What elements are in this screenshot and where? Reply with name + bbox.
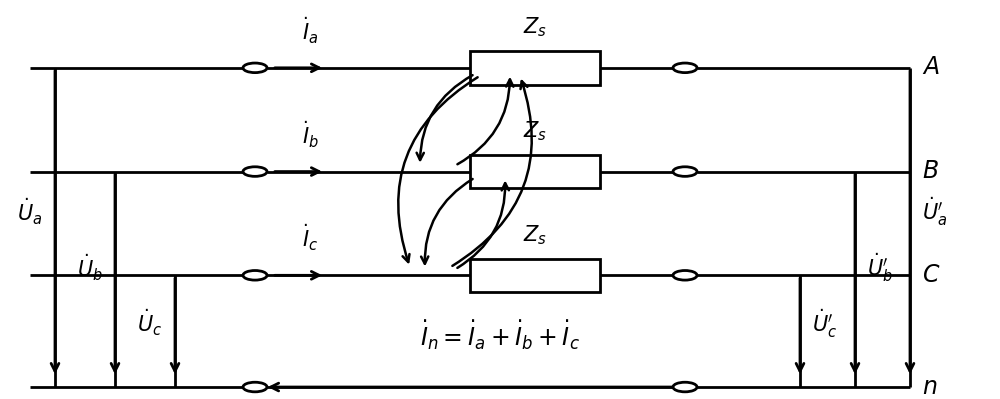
Text: $Z_s$: $Z_s$ xyxy=(523,16,547,39)
Text: $\dot{U}_b'$: $\dot{U}_b'$ xyxy=(867,251,893,284)
Bar xyxy=(470,51,600,85)
Text: $\dot{U}_c'$: $\dot{U}_c'$ xyxy=(812,307,838,340)
Text: $\dot{U}_a'$: $\dot{U}_a'$ xyxy=(922,195,948,228)
Text: $\dot{I}_c$: $\dot{I}_c$ xyxy=(302,223,318,253)
Text: $Z_s$: $Z_s$ xyxy=(523,119,547,143)
Text: $\dot{U}_a$: $\dot{U}_a$ xyxy=(17,196,43,227)
Text: $\dot{I}_b$: $\dot{I}_b$ xyxy=(302,119,318,150)
Text: $\dot{U}_b$: $\dot{U}_b$ xyxy=(77,252,103,282)
Text: $\dot{U}_c$: $\dot{U}_c$ xyxy=(137,308,163,338)
Text: $A$: $A$ xyxy=(922,56,940,79)
Text: $n$: $n$ xyxy=(922,375,937,399)
Text: $C$: $C$ xyxy=(922,264,940,287)
Text: $Z_s$: $Z_s$ xyxy=(523,223,547,247)
Bar xyxy=(470,259,600,292)
Text: $\dot{I}_n = \dot{I}_a + \dot{I}_b + \dot{I}_c$: $\dot{I}_n = \dot{I}_a + \dot{I}_b + \do… xyxy=(420,318,580,352)
Text: $\dot{I}_a$: $\dot{I}_a$ xyxy=(302,16,318,46)
Text: $B$: $B$ xyxy=(922,160,939,183)
Bar xyxy=(470,155,600,188)
